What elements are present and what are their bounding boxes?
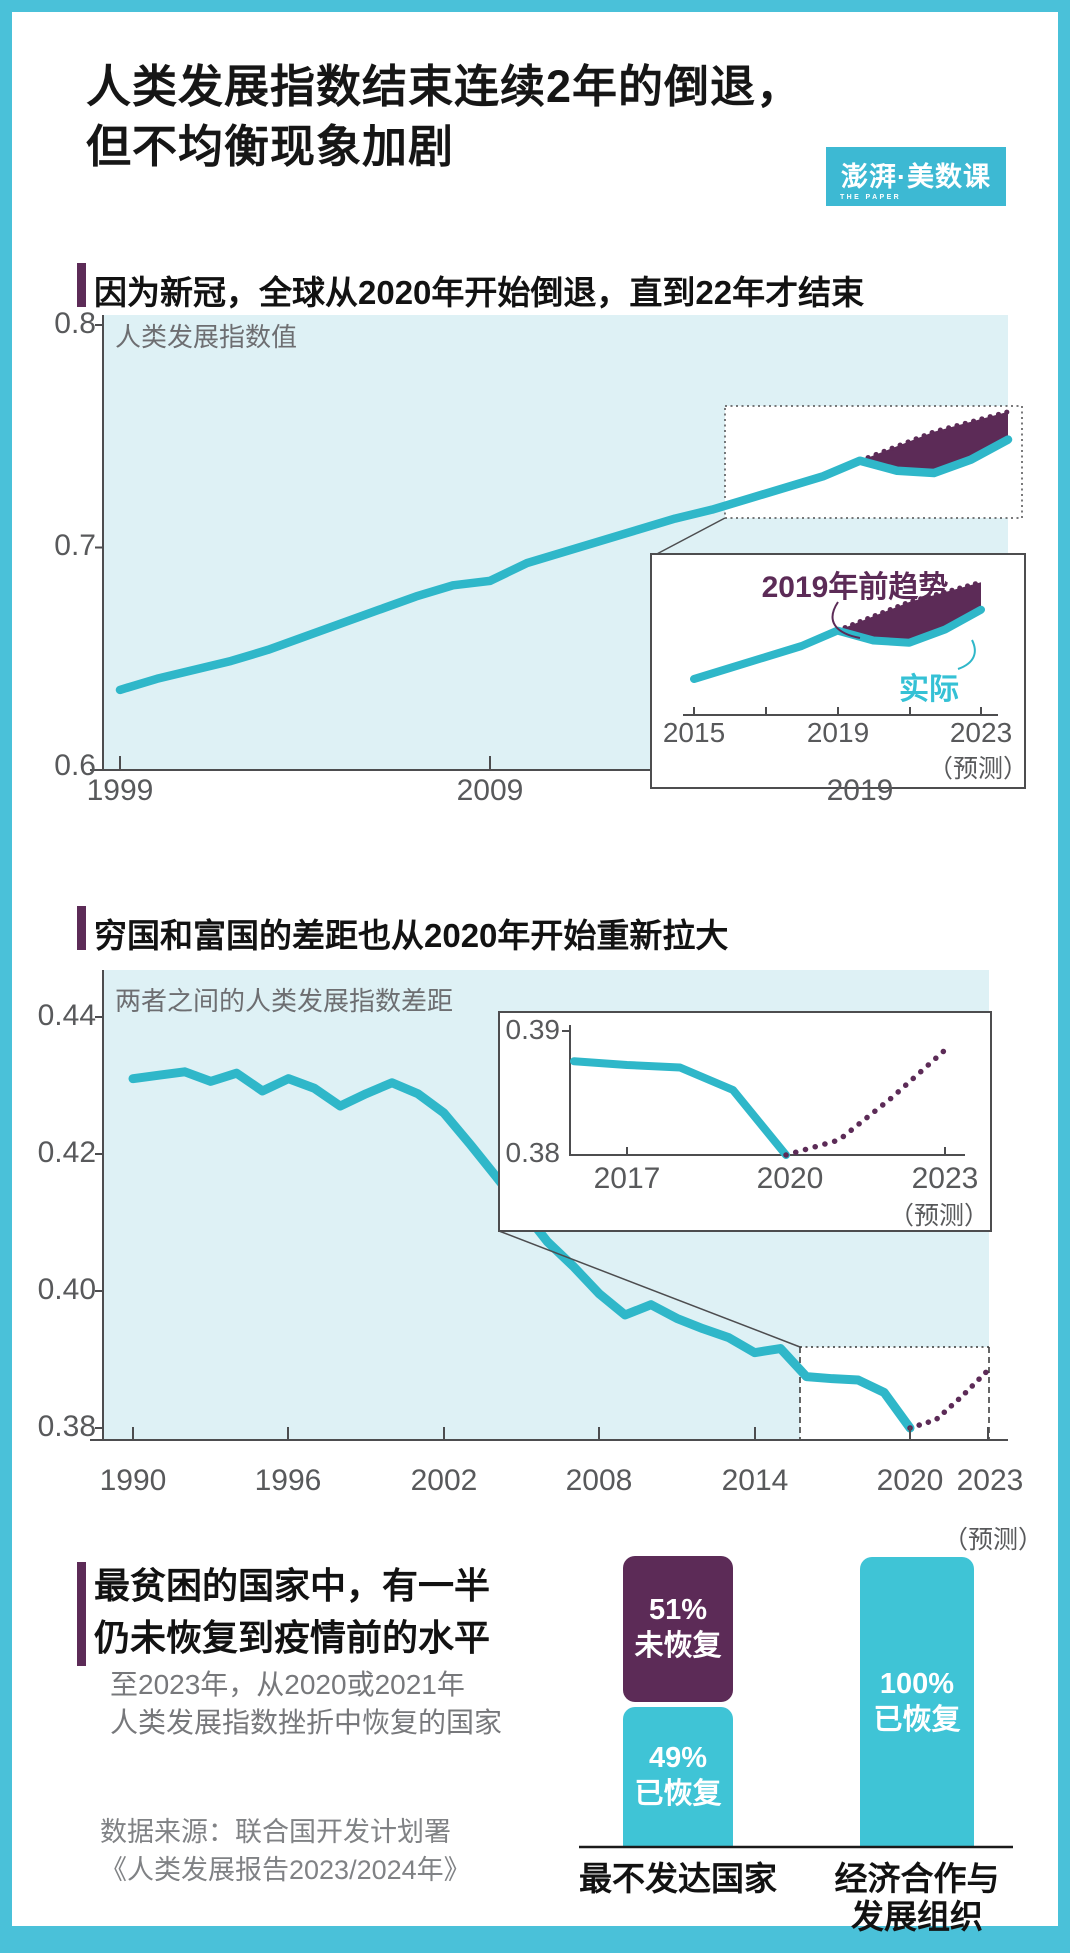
chart1-inset-trend-label: 2019年前趋势 bbox=[761, 571, 949, 604]
section3-accent-bar bbox=[77, 1562, 86, 1666]
chart1-trend-dotted-line bbox=[857, 409, 1011, 464]
logo-text: 澎湃·美数课 bbox=[841, 162, 991, 192]
section1-heading: 因为新冠，全球从2020年开始倒退，直到22年才结束 bbox=[94, 274, 865, 311]
chart2-ytick-0.42: 0.42 bbox=[37, 1136, 96, 1169]
chart1-inset-axis bbox=[683, 707, 998, 716]
page-title-line1: 人类发展指数结束连续2年的倒退， bbox=[86, 61, 803, 112]
bar1-category-label: 最不发达国家 bbox=[579, 1860, 777, 1897]
logo-subtext: THE PAPER bbox=[840, 194, 902, 201]
chart2-ytick-0.38: 0.38 bbox=[37, 1410, 96, 1443]
chart1-inset-xtick-2023: 2023 bbox=[949, 717, 1013, 748]
frame-border-right bbox=[1058, 0, 1070, 1953]
chart2-xtick-2008: 2008 bbox=[565, 1464, 633, 1497]
chart2-ytick-0.44: 0.44 bbox=[37, 999, 96, 1032]
chart1-xtick-2009: 2009 bbox=[456, 774, 524, 807]
page-title-line2: 但不均衡现象加剧 bbox=[86, 121, 455, 172]
chart2-inset-box bbox=[498, 1011, 992, 1232]
bar-segment-recovered-base bbox=[860, 1833, 974, 1847]
chart2-inset-forecast-note: （预测） bbox=[888, 1202, 990, 1230]
chart2-axes bbox=[90, 970, 1008, 1441]
frame-border-left bbox=[0, 0, 12, 1953]
chart1-ytick-0.7: 0.7 bbox=[54, 529, 96, 562]
chart2-tick-marks bbox=[95, 1016, 989, 1440]
bar2-recovered-label: 已恢复 bbox=[873, 1704, 961, 1736]
chart1-inset-actual-line bbox=[690, 605, 985, 683]
chart1-xtick-1999: 1999 bbox=[86, 774, 154, 807]
chart2-xtick-2002: 2002 bbox=[410, 1464, 478, 1497]
bar-segment-recovered bbox=[623, 1707, 733, 1847]
bar2-category-label-line2: 发展组织 bbox=[851, 1898, 983, 1935]
section2-heading: 穷国和富国的差距也从2020年开始重新拉大 bbox=[94, 917, 729, 954]
chart1-inset-trend-dotted-line bbox=[835, 579, 984, 634]
section3-subtitle-line1: 至2023年，从2020或2021年 bbox=[110, 1669, 465, 1700]
section3-heading-line2: 仍未恢复到疫情前的水平 bbox=[94, 1617, 491, 1658]
section2-accent-bar bbox=[77, 906, 86, 950]
chart1-inset-xtick-2019: 2019 bbox=[806, 717, 870, 748]
chart2-inset-xtick-2023: 2023 bbox=[911, 1162, 979, 1195]
chart1-axis-label: 人类发展指数值 bbox=[115, 322, 298, 352]
section3-subtitle-line2: 人类发展指数挫折中恢复的国家 bbox=[110, 1707, 503, 1738]
chart2-ytick-0.40: 0.40 bbox=[37, 1273, 96, 1306]
chart1-tick-marks bbox=[95, 324, 861, 770]
chart1-ytick-0.6: 0.6 bbox=[54, 749, 96, 782]
frame-border-bottom bbox=[0, 1926, 1070, 1953]
chart2-inset-gap-line bbox=[570, 1057, 790, 1159]
bar1-recovered-label: 已恢复 bbox=[634, 1778, 722, 1810]
chart2-inset-xtick-2017: 2017 bbox=[593, 1162, 661, 1195]
chart2-inset-connector bbox=[498, 1230, 801, 1348]
bar-segment-recovered bbox=[860, 1557, 974, 1847]
section1-accent-bar bbox=[77, 263, 86, 307]
chart2-axis-label: 两者之间的人类发展指数差距 bbox=[115, 986, 454, 1016]
section3-heading-line1: 最贫困的国家中，有一半 bbox=[94, 1565, 491, 1606]
chart2-xtick-2020: 2020 bbox=[876, 1464, 944, 1497]
chart1-inset-xtick-2015: 2015 bbox=[662, 717, 726, 748]
chart2-forecast-note: （预测） bbox=[942, 1526, 1044, 1554]
bar2-recovered-pct: 100% bbox=[879, 1668, 955, 1700]
frame-border-top bbox=[0, 0, 1070, 12]
thepaper-logo: 澎湃·美数课 THE PAPER bbox=[826, 147, 1006, 206]
chart1-xtick-2019: 2019 bbox=[826, 774, 894, 807]
chart1-inset-forecast-note: （预测） bbox=[927, 755, 1029, 783]
chart1-ytick-0.8: 0.8 bbox=[54, 307, 96, 340]
bar1-notrecovered-pct: 51% bbox=[648, 1594, 708, 1626]
chart2-xtick-2014: 2014 bbox=[721, 1464, 789, 1497]
chart2-zoom-region-fill bbox=[800, 1347, 989, 1440]
chart1-inset-actual-label: 实际 bbox=[899, 673, 959, 706]
chart1-actual-line bbox=[115, 435, 1013, 695]
chart2-inset-ytick-0.39: 0.39 bbox=[505, 1014, 561, 1045]
bar-segment-not-recovered bbox=[623, 1556, 733, 1702]
chart1-inset-trend-pointer-curve bbox=[831, 601, 861, 639]
bar-segment-recovered-base bbox=[623, 1833, 733, 1847]
chart2-inset-ytick-0.38: 0.38 bbox=[505, 1137, 561, 1168]
chart2-xtick-2023: 2023 bbox=[956, 1464, 1024, 1497]
chart2-xtick-1990: 1990 bbox=[99, 1464, 167, 1497]
bar1-notrecovered-label: 未恢复 bbox=[634, 1630, 722, 1662]
chart1-inset-connector bbox=[652, 517, 726, 557]
chart2-inset-axes bbox=[562, 1025, 965, 1156]
bar2-category-label-line1: 经济合作与 bbox=[834, 1860, 1000, 1897]
bar1-recovered-pct: 49% bbox=[648, 1742, 708, 1774]
chart2-zoom-region-side-edges bbox=[799, 1347, 990, 1440]
chart2-xtick-1996: 1996 bbox=[254, 1464, 322, 1497]
chart1-inset-actual-pointer-curve bbox=[957, 639, 976, 670]
chart2-inset-xtick-2020: 2020 bbox=[756, 1162, 824, 1195]
data-source-line2: 《人类发展报告2023/2024年》 bbox=[100, 1855, 471, 1885]
data-source-line1: 数据来源：联合国开发计划署 bbox=[100, 1817, 451, 1847]
chart2-inset-forecast-dotted-line bbox=[783, 1047, 948, 1158]
